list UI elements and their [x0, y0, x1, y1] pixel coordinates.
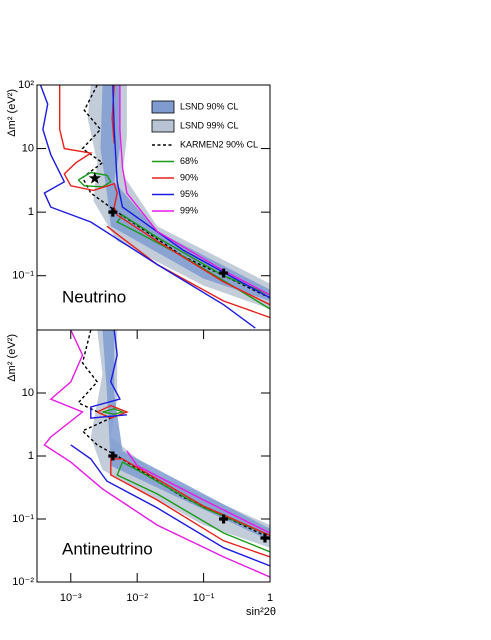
legend-label: LSND 99% CL: [180, 120, 239, 130]
x-tick-label: 1: [267, 592, 273, 604]
y-tick-label: 10: [22, 142, 34, 154]
y-tick-label: 10: [22, 387, 34, 399]
data-point: [219, 514, 229, 524]
y-tick-label: 10⁻¹: [12, 513, 34, 525]
panel-label: Antineutrino: [62, 539, 153, 558]
x-tick-label: 10⁻²: [126, 592, 148, 604]
data-point: [260, 533, 270, 543]
y-tick-label: 10⁻²: [12, 576, 34, 588]
contour-line: [70, 330, 270, 567]
y-axis-label: Δm² (eV²): [6, 89, 18, 137]
contour-line: [81, 85, 270, 299]
data-point: [219, 268, 229, 278]
legend-label: 99%: [180, 205, 198, 215]
contour-line: [102, 408, 270, 553]
legend-label: LSND 90% CL: [180, 101, 239, 111]
legend-label: 68%: [180, 156, 198, 166]
x-tick-label: 10⁻³: [60, 592, 82, 604]
contour-line: [77, 330, 270, 539]
legend-swatch: [151, 100, 175, 114]
data-point: [88, 171, 101, 184]
legend-label: KARMEN2 90% CL: [180, 139, 258, 149]
y-tick-label: 10⁻¹: [12, 270, 34, 282]
plot-area: [39, 85, 270, 329]
legend-label: 90%: [180, 172, 198, 182]
y-tick-label: 1: [28, 450, 34, 462]
y-tick-label: 1: [28, 206, 34, 218]
contour-line: [43, 330, 270, 578]
contour-line: [39, 85, 270, 329]
legend-swatch: [151, 119, 175, 133]
x-tick-label: 10⁻¹: [193, 592, 215, 604]
y-tick-label: 10²: [18, 79, 34, 91]
plot-area: [43, 330, 270, 578]
data-point: [108, 207, 118, 217]
x-axis-label: sin²2θ: [246, 606, 276, 618]
panel-label: Neutrino: [62, 287, 126, 306]
data-point: [108, 451, 118, 461]
contour-line: [77, 171, 270, 310]
legend-label: 95%: [180, 189, 198, 199]
y-axis-label: Δm² (eV²): [6, 334, 18, 382]
